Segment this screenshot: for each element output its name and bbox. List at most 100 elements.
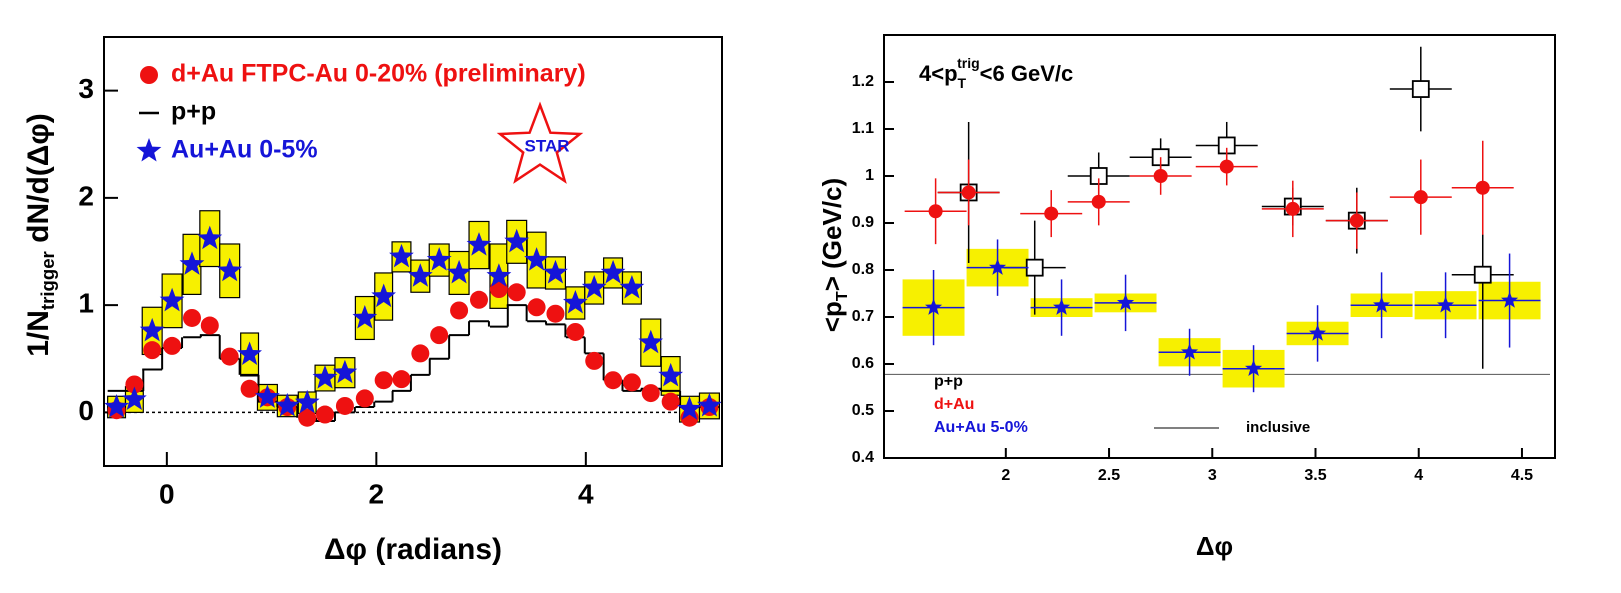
data-point [928, 204, 943, 219]
data-point [122, 386, 147, 410]
data-point [389, 243, 414, 268]
legend-label: inclusive [1246, 419, 1310, 436]
data-point [524, 247, 549, 271]
data-point [139, 317, 165, 342]
data-point [335, 396, 354, 415]
data-point [622, 373, 641, 392]
data-point [316, 405, 335, 424]
data-point [641, 384, 660, 403]
data-point [274, 392, 300, 417]
legend-label: Au+Au 0-5% [171, 136, 318, 164]
y-tick-label: 2 [78, 180, 94, 211]
y-tick-label: 0.6 [852, 355, 874, 372]
data-point [566, 322, 585, 341]
chart: 0 1 2 3 0 2 4 d+Au FTPC-Au 0-20% (preliminary) p… [22, 36, 723, 566]
data-point [104, 394, 129, 418]
data-point [661, 392, 680, 411]
legend-marker [140, 66, 158, 84]
data-point [371, 283, 396, 308]
data-point [1219, 159, 1234, 174]
star-logo [496, 101, 584, 184]
data-point [298, 408, 317, 427]
data-point [1473, 265, 1492, 284]
y-tick-label: 1 [78, 288, 94, 319]
data-point [163, 336, 182, 355]
data-point [197, 225, 223, 250]
data-point [546, 304, 565, 323]
y-tick-label: 0.9 [852, 214, 874, 231]
x-axis-label: Δφ [1196, 531, 1233, 561]
data-point [989, 258, 1007, 275]
legend-label: p+p [934, 373, 963, 390]
y-axis-label-part: 1/N [22, 310, 55, 357]
data-point [411, 344, 430, 363]
data-point [1373, 296, 1391, 313]
y-tick-label: 1 [865, 167, 874, 184]
data-point [200, 316, 219, 335]
x-tick-label: 4 [1414, 467, 1423, 484]
data-point [466, 232, 492, 256]
y-tick-label: 0 [78, 395, 94, 426]
annotation: 4<pTtrig<6 GeV/c [919, 55, 1073, 91]
y-axis-label-part: trigger [37, 251, 58, 310]
x-tick-label: 2.5 [1098, 467, 1120, 484]
y-axis-label-part: <p [817, 301, 847, 332]
annotation: STAR [524, 136, 569, 155]
y-axis-label: <pT> (GeV/c) [817, 178, 851, 332]
data-point [426, 247, 452, 271]
data-point [182, 308, 201, 327]
data-point [355, 389, 374, 408]
data-point [486, 263, 512, 287]
data-point [220, 347, 239, 366]
data-point [925, 298, 943, 315]
data-point [1181, 343, 1199, 360]
data-point [1025, 258, 1044, 277]
legend-label: d+Au FTPC-Au 0-20% (preliminary) [171, 60, 586, 88]
x-tick-label: 4 [578, 478, 594, 509]
annotation-part: <6 GeV/c [980, 61, 1074, 86]
data-point [392, 370, 411, 389]
data-point [600, 259, 626, 284]
x-tick-label: 3.5 [1304, 467, 1326, 484]
data-point [638, 329, 664, 354]
y-tick-label: 3 [78, 73, 94, 104]
data-point [430, 326, 449, 345]
plot-frame [883, 34, 1556, 459]
y-tick-label: 0.4 [852, 449, 874, 466]
data-point [450, 301, 469, 320]
data-point [619, 275, 645, 299]
data-point [294, 389, 320, 414]
y-tick-label: 1.1 [852, 120, 874, 137]
data-point [179, 251, 205, 275]
data-point [159, 287, 185, 312]
data-point [1501, 291, 1519, 308]
data-point [469, 290, 488, 309]
data-point [408, 263, 433, 287]
data-point [446, 259, 472, 284]
data-point [543, 259, 568, 284]
x-axis-label: Δφ (radians) [324, 533, 502, 566]
data-point [581, 275, 607, 299]
data-point [604, 371, 623, 390]
legend-label: p+p [171, 98, 216, 126]
data-point [1309, 324, 1327, 341]
y-tick-label: 1.2 [852, 73, 874, 90]
data-point [1475, 180, 1490, 195]
data-point [352, 305, 378, 329]
data-point [697, 392, 722, 417]
x-tick-label: 2 [369, 478, 385, 509]
data-point [240, 379, 259, 398]
y-axis-label-part: > (GeV/c) [817, 178, 847, 291]
data-point [1117, 293, 1135, 311]
x-tick-label: 2 [1001, 467, 1010, 484]
x-tick-label: 4.5 [1511, 467, 1533, 484]
annotation-part: T [958, 75, 967, 91]
legend-marker [136, 138, 162, 162]
data-point [1437, 296, 1455, 313]
plot-frame [103, 36, 723, 467]
data-point [658, 362, 683, 387]
legend-label: d+Au [934, 396, 974, 413]
data-point [504, 228, 530, 253]
